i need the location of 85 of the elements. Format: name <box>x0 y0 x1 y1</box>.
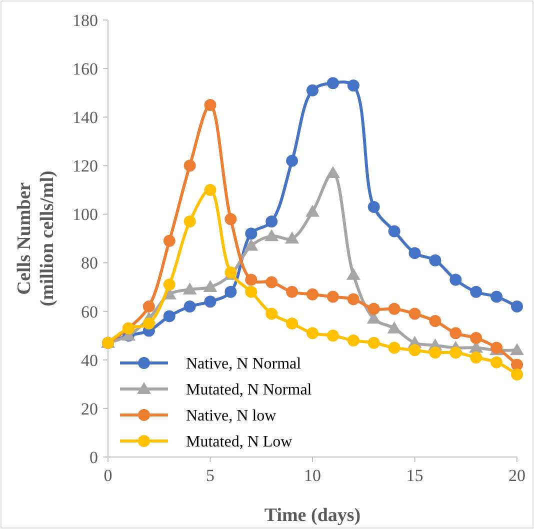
point <box>511 300 523 312</box>
point <box>203 280 218 292</box>
y-tick-label: 0 <box>90 448 98 467</box>
y-tick-label: 160 <box>72 60 98 79</box>
point <box>163 278 176 291</box>
y-tick-label: 80 <box>81 254 98 273</box>
y-axis-title: Cells Number (million cells/ml) <box>14 170 58 306</box>
point <box>306 84 318 96</box>
point <box>387 321 402 334</box>
point <box>408 308 421 320</box>
point <box>286 286 298 298</box>
point <box>326 330 339 342</box>
point <box>326 77 339 90</box>
legend-label: Mutated, N Low <box>186 434 293 451</box>
y-tick-label: 100 <box>72 205 98 224</box>
point <box>429 346 442 359</box>
point <box>408 344 421 356</box>
point <box>450 327 462 340</box>
y-tick-label: 140 <box>72 108 98 128</box>
point <box>266 276 278 288</box>
point <box>368 302 380 315</box>
point <box>388 342 400 354</box>
point <box>429 315 442 328</box>
y-tick-label: 40 <box>81 350 98 370</box>
y-tick-label: 120 <box>72 156 98 176</box>
legend-label: Mutated, N Normal <box>186 382 312 399</box>
point <box>450 346 462 359</box>
x-tick-label: 0 <box>104 466 112 485</box>
y-tick-label: 20 <box>81 399 98 418</box>
legend-label: Native, N Normal <box>186 356 302 373</box>
x-tick-label: 15 <box>406 466 424 485</box>
point <box>408 247 421 260</box>
point <box>347 293 360 306</box>
legend-label: Native, N low <box>186 408 277 425</box>
point <box>306 204 320 217</box>
point <box>388 225 400 238</box>
point <box>184 300 196 312</box>
point <box>266 308 278 320</box>
point <box>346 268 360 280</box>
point <box>285 232 300 244</box>
point <box>266 216 278 228</box>
point <box>182 282 197 294</box>
point <box>429 254 442 266</box>
point <box>388 302 400 315</box>
point <box>470 332 482 344</box>
y-tick-label: 180 <box>72 10 98 30</box>
x-tick-label: 5 <box>206 466 214 485</box>
point <box>244 238 258 251</box>
point <box>142 300 155 312</box>
point <box>245 286 258 298</box>
x-tick-label: 20 <box>508 466 526 485</box>
point <box>511 368 523 380</box>
point <box>204 296 216 308</box>
point <box>511 358 523 371</box>
point <box>163 234 176 247</box>
point <box>470 286 482 298</box>
point <box>326 166 340 178</box>
point <box>204 184 216 196</box>
point <box>490 356 503 368</box>
point <box>184 160 196 172</box>
point <box>245 274 258 286</box>
point <box>470 351 482 364</box>
point <box>163 310 176 322</box>
point <box>450 274 462 286</box>
point <box>245 228 258 240</box>
point <box>264 229 279 242</box>
point <box>184 216 196 228</box>
x-tick-label: 10 <box>304 466 321 485</box>
y-tick-label: 60 <box>81 302 98 322</box>
point <box>142 317 155 330</box>
point <box>326 290 339 303</box>
point <box>510 343 524 356</box>
point <box>490 290 503 303</box>
x-axis-title: Time (days) <box>264 505 361 526</box>
point <box>368 200 380 213</box>
point <box>368 336 380 349</box>
point <box>306 288 318 300</box>
point <box>286 154 298 167</box>
point <box>224 213 237 226</box>
point <box>204 98 216 111</box>
point <box>347 334 360 346</box>
point <box>347 80 360 92</box>
point <box>224 286 237 298</box>
point <box>306 327 318 340</box>
point <box>286 317 298 330</box>
